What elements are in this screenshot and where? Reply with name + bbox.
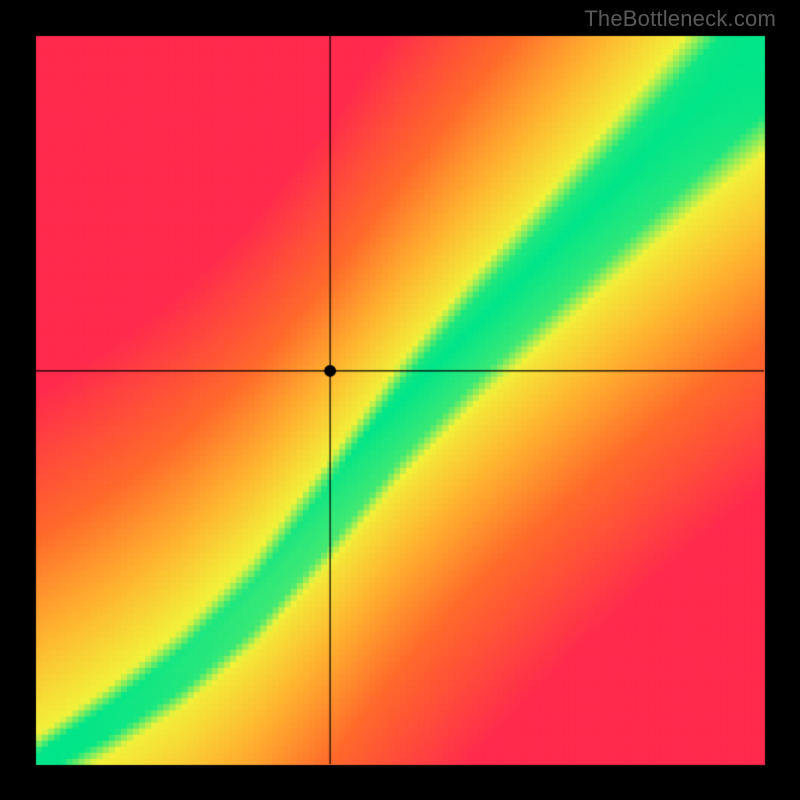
chart-container: TheBottleneck.com [0, 0, 800, 800]
watermark-text: TheBottleneck.com [584, 6, 776, 32]
bottleneck-heatmap [0, 0, 800, 800]
